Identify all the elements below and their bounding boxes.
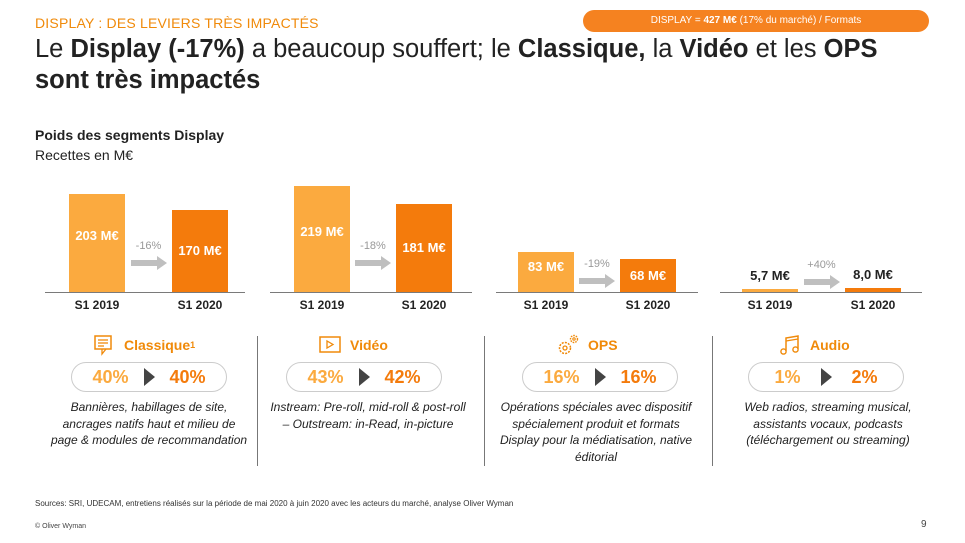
arrow-right-icon [355, 256, 391, 270]
bar-value-label: 83 M€ [527, 258, 565, 274]
change-percent: -19% [584, 258, 610, 270]
bar-s1-2019 [518, 251, 574, 292]
chart-baseline [270, 292, 472, 293]
segment-header-audio: Audio [778, 333, 850, 357]
bar-value-label: 5,7 M€ [750, 268, 790, 284]
triangle-right-icon [820, 368, 832, 386]
music-note-icon [780, 335, 799, 355]
change-percent: -18% [360, 240, 386, 252]
bar-s1-2020 [620, 259, 676, 292]
bar-value-label: 203 M€ [75, 227, 119, 243]
chart-unit: Recettes en M€ [35, 147, 134, 163]
bar-s1-2019 [742, 289, 798, 292]
title-part: et les [748, 35, 824, 63]
chart-baseline [45, 292, 245, 293]
share-2019: 1% [774, 366, 801, 387]
segment-description-audio: Web radios, streaming musical, assistant… [744, 400, 912, 447]
x-axis-label: S1 2019 [299, 298, 345, 312]
bar-s1-2020 [396, 204, 452, 292]
x-axis-label: S1 2019 [523, 298, 569, 312]
bar-value-label: 8,0 M€ [853, 267, 893, 283]
segment-name: Classique [124, 337, 191, 353]
share-2020: 42% [384, 366, 421, 387]
segment-name: Vidéo [350, 337, 388, 353]
x-axis-label: S1 2020 [625, 298, 671, 312]
share-2019: 40% [92, 366, 129, 387]
bar-value-label: 181 M€ [402, 240, 446, 256]
pill-prefix: DISPLAY = [650, 15, 704, 26]
bar-s1-2019 [294, 186, 350, 292]
chart-title: Poids des segments Display [35, 127, 225, 143]
bar-value-label: 170 M€ [178, 242, 222, 258]
triangle-right-icon [594, 368, 606, 386]
title-part: Le [35, 35, 71, 63]
segment-header-ops: OPS [556, 333, 618, 357]
title-part: Classique, [517, 35, 646, 63]
segment-description-video: Instream: Pre-roll, mid-roll & post-roll… [270, 400, 466, 431]
x-axis-label: S1 2020 [177, 298, 223, 312]
segment-header-video: Vidéo [318, 333, 388, 357]
arrow-right-icon [803, 275, 840, 289]
bar-s1-2020 [845, 288, 901, 292]
title-part: OPS sont très impactés [35, 35, 878, 94]
share-2020: 2% [851, 366, 878, 387]
bar-s1-2019 [69, 193, 125, 292]
segment-header-classique: Classique 1 [92, 333, 195, 357]
footnote-marker: 1 [190, 340, 196, 350]
segment-description-ops: Opérations spéciales avec dispositif spé… [499, 400, 693, 464]
share-pill-video: 43% 42% [286, 362, 442, 392]
segment-name: Audio [810, 337, 850, 353]
change-percent: -16% [135, 240, 162, 252]
x-axis-label: S1 2020 [850, 298, 896, 312]
page-number: 9 [921, 519, 927, 530]
divider [257, 336, 258, 466]
title-part: Vidéo [679, 35, 749, 63]
x-axis-label: S1 2020 [401, 298, 447, 312]
copyright: © Oliver Wyman [35, 523, 86, 530]
x-axis-label: S1 2019 [74, 298, 120, 312]
document-icon [94, 335, 112, 356]
display-total-pill: DISPLAY = 427 M€ (17% du marché) / Forma… [583, 10, 929, 32]
bar-value-label: 68 M€ [629, 267, 667, 283]
share-pill-classique: 40% 40% [71, 362, 227, 392]
share-2020: 40% [169, 366, 206, 387]
share-pill-ops: 16% 16% [522, 362, 678, 392]
segment-description-classique: Bannières, habillages de site, ancrages … [50, 400, 248, 447]
chart-baseline [496, 292, 698, 293]
gears-icon [558, 334, 579, 355]
play-icon [319, 336, 341, 353]
arrow-right-icon [130, 256, 167, 270]
bar-s1-2020 [172, 209, 228, 292]
section-kicker: DISPLAY : DES LEVIERS TRÈS IMPACTÉS [35, 15, 319, 31]
change-percent: +40% [807, 259, 836, 271]
segment-name: OPS [588, 337, 618, 353]
arrow-right-icon [579, 274, 615, 288]
share-2020: 16% [620, 366, 657, 387]
title-part: la [645, 35, 680, 63]
pill-value: 427 M€ [703, 15, 737, 26]
source-note: Sources: SRI, UDECAM, entretiens réalisé… [35, 499, 514, 508]
bar-value-label: 219 M€ [300, 224, 344, 239]
share-2019: 43% [307, 366, 344, 387]
pill-suffix: (17% du marché) / Formats [736, 15, 862, 26]
triangle-right-icon [143, 368, 155, 386]
divider [484, 336, 485, 466]
title-part: a beaucoup souffert; le [244, 35, 518, 63]
share-2019: 16% [543, 366, 580, 387]
title-part: Display (-17%) [70, 35, 245, 63]
triangle-right-icon [358, 368, 370, 386]
page-title: Le Display (-17%) a beaucoup souffert; l… [35, 34, 935, 96]
divider [712, 336, 713, 466]
x-axis-label: S1 2019 [747, 298, 793, 312]
chart-baseline [720, 292, 922, 293]
share-pill-audio: 1% 2% [748, 362, 904, 392]
